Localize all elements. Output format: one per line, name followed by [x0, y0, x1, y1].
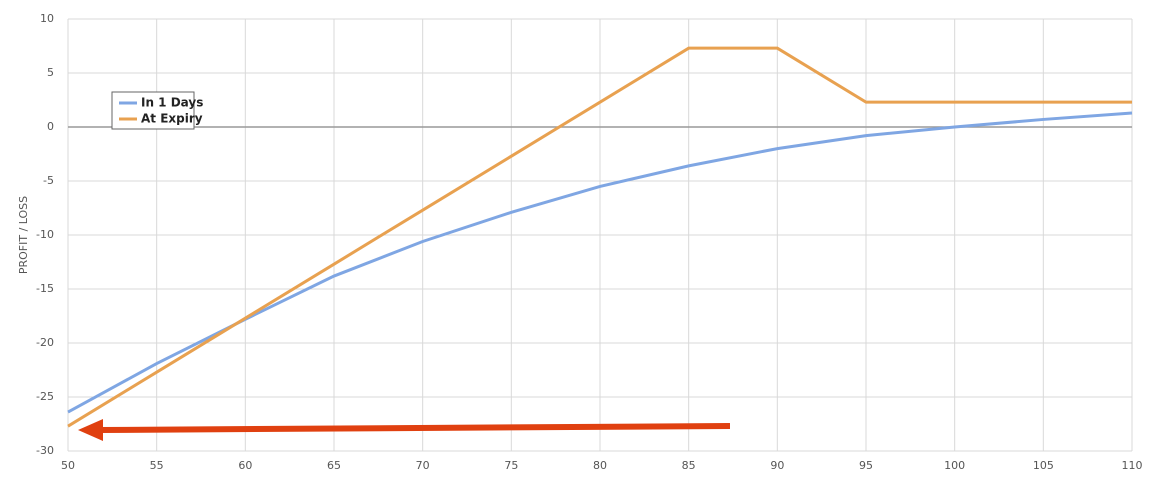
y-tick-label: -30 — [36, 444, 54, 457]
x-tick-label: 65 — [327, 459, 341, 472]
x-tick-label: 110 — [1122, 459, 1143, 472]
legend: In 1 Days At Expiry — [111, 91, 203, 130]
x-tick-label: 70 — [416, 459, 430, 472]
legend-box — [111, 91, 195, 130]
arrow-head — [78, 419, 103, 441]
x-tick-label: 105 — [1033, 459, 1054, 472]
annotation-arrow — [78, 419, 731, 441]
x-tick-label: 55 — [150, 459, 164, 472]
y-tick-label: -20 — [36, 336, 54, 349]
x-tick-label: 75 — [504, 459, 518, 472]
y-tick-label: -10 — [36, 228, 54, 241]
y-tick-label: -15 — [36, 282, 54, 295]
y-tick-label: 10 — [40, 12, 54, 25]
x-tick-label: 85 — [682, 459, 696, 472]
x-tick-label: 60 — [238, 459, 252, 472]
y-axis-label: PROFIT / LOSS — [17, 196, 30, 274]
x-tick-label: 90 — [770, 459, 784, 472]
y-tick-label: -5 — [43, 174, 54, 187]
x-tick-label: 100 — [944, 459, 965, 472]
legend-label: At Expiry — [141, 112, 203, 126]
series-line — [67, 46, 1132, 428]
y-tick-label: 0 — [47, 120, 54, 133]
x-tick-label: 50 — [61, 459, 75, 472]
y-tick-label: 5 — [47, 66, 54, 79]
x-tick-label: 95 — [859, 459, 873, 472]
y-tick-label: -25 — [36, 390, 54, 403]
arrow-shaft — [99, 423, 731, 433]
x-tick-label: 80 — [593, 459, 607, 472]
legend-label: In 1 Days — [141, 96, 203, 110]
